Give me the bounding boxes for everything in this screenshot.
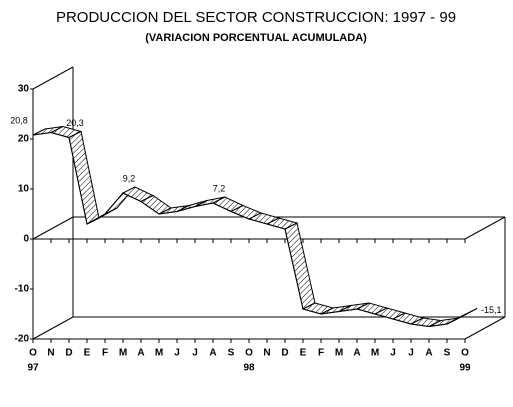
x-tick-label: D bbox=[65, 348, 72, 359]
y-tick-label: 30 bbox=[18, 84, 30, 95]
x-tick-label: E bbox=[300, 348, 307, 359]
year-label: 99 bbox=[459, 363, 471, 374]
data-label: -15,1 bbox=[481, 305, 502, 315]
line bbox=[32, 131, 466, 328]
x-tick-label: D bbox=[281, 348, 288, 359]
data-label: 7,2 bbox=[213, 183, 226, 193]
x-tick-label: J bbox=[390, 348, 396, 359]
x-tick-label: A bbox=[137, 348, 144, 359]
chart-title: PRODUCCION DEL SECTOR CONSTRUCCION: 1997… bbox=[56, 9, 456, 26]
x-tick-label: E bbox=[84, 348, 91, 359]
x-tick-label: O bbox=[245, 348, 253, 359]
zero-plane-right bbox=[464, 216, 506, 240]
x-tick-label: J bbox=[174, 348, 180, 359]
floor-left bbox=[32, 316, 74, 340]
y-tick-label: 0 bbox=[23, 234, 29, 245]
zero-plane-left bbox=[32, 216, 74, 240]
x-tick-label: S bbox=[444, 348, 451, 359]
y-tick-label: -10 bbox=[15, 284, 30, 295]
y-tick-label: -20 bbox=[15, 334, 30, 345]
x-tick-label: M bbox=[119, 348, 127, 359]
x-tick-label: N bbox=[263, 348, 270, 359]
x-tick-label: A bbox=[425, 348, 432, 359]
x-tick-label: F bbox=[102, 348, 108, 359]
x-tick-label: O bbox=[461, 348, 469, 359]
x-tick-label: S bbox=[228, 348, 235, 359]
y-tick-label: 20 bbox=[18, 134, 30, 145]
x-tick-label: M bbox=[155, 348, 163, 359]
x-tick-label: N bbox=[47, 348, 54, 359]
x-tick-label: J bbox=[408, 348, 414, 359]
data-label: 9,2 bbox=[123, 173, 136, 183]
floor-right bbox=[464, 316, 506, 340]
data-label: 20,8 bbox=[10, 115, 28, 125]
top-left bbox=[32, 66, 74, 90]
x-tick-label: A bbox=[209, 348, 216, 359]
y-tick-label: 10 bbox=[18, 184, 30, 195]
year-label: 97 bbox=[27, 363, 39, 374]
x-tick-label: A bbox=[353, 348, 360, 359]
x-tick-label: F bbox=[318, 348, 324, 359]
x-tick-label: M bbox=[335, 348, 343, 359]
data-label: 20,3 bbox=[66, 118, 84, 128]
x-tick-label: O bbox=[29, 348, 37, 359]
year-label: 98 bbox=[243, 363, 255, 374]
x-tick-label: M bbox=[371, 348, 379, 359]
x-tick-label: J bbox=[192, 348, 198, 359]
chart-subtitle: (VARIACION PORCENTUAL ACUMULADA) bbox=[145, 32, 367, 44]
